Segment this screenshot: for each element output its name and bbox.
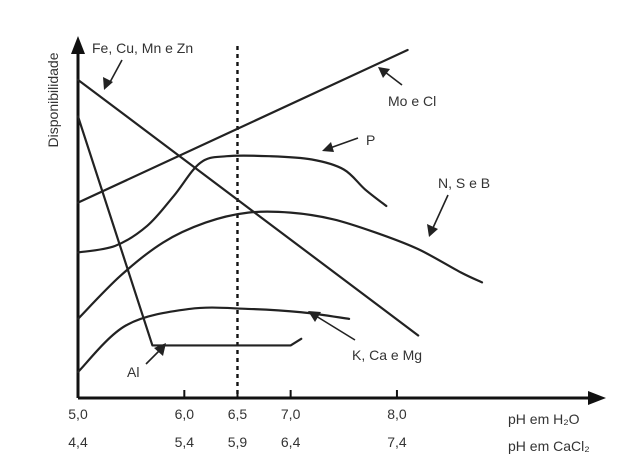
arrowhead-fe-cu-mn-zn [103,77,113,90]
x-tick-label-cacl2-4: 7,4 [387,434,407,450]
arrowhead-p [322,142,334,152]
arrow-al [145,349,161,365]
x-tick-label-h2o-4: 8,0 [387,406,407,422]
x-tick-label-h2o-3: 7,0 [281,406,301,422]
arrowhead-al [154,343,166,356]
x-tick-label-cacl2-3: 6,4 [281,434,301,450]
arrow-p [329,137,359,149]
label-n-s-b: N, S e B [438,175,490,191]
series-line-mo-e-cl [76,48,409,204]
x-tick-label-h2o-1: 6,0 [175,406,195,422]
x-tick-label-h2o-0: 5,0 [68,406,88,422]
arrowhead-n-s-b [427,224,438,237]
label-mo-cl: Mo e Cl [388,93,436,109]
arrow-n-s-b [431,194,449,231]
arrow-fe-cu-mn-zn [108,59,123,85]
series-line-al [76,115,303,347]
y-axis-arrowhead [71,36,85,54]
x-axis-title: pH em H₂O [508,411,580,427]
label-al: Al [127,364,139,380]
x-tick-label-cacl2-2: 5,9 [228,434,248,450]
y-axis-title: Disponibilidade [45,52,61,147]
annotation-arrows [103,59,449,365]
x-tick-label-h2o-2: 6,5 [228,406,248,422]
label-p: P [366,132,375,148]
arrow-mo-cl [384,71,403,86]
x-tick-label-cacl2-0: 4,4 [68,434,88,450]
series-lines [76,48,484,374]
series-line-fe-cu-mn-e-zn [76,78,420,337]
label-k-ca-mg: K, Ca e Mg [352,347,422,363]
series-line-p [76,154,388,254]
series-line-n-s-e-b [76,210,484,320]
x-axis-arrowhead [588,391,606,405]
arrow-k-ca-mg [315,315,356,341]
label-fe-cu-mn-zn: Fe, Cu, Mn e Zn [92,40,193,56]
arrowhead-mo-cl [378,67,390,78]
x-ticks: 5,0 4,4 6,0 5,4 6,5 5,9 7,0 6,4 8,0 7,4 [68,390,407,450]
arrowhead-k-ca-mg [308,311,321,322]
x-tick-label-cacl2-1: 5,4 [175,434,195,450]
series-line-k-ca-e-mg [76,306,351,374]
x-axis-title-secondary: pH em CaCl₂ [508,438,590,454]
